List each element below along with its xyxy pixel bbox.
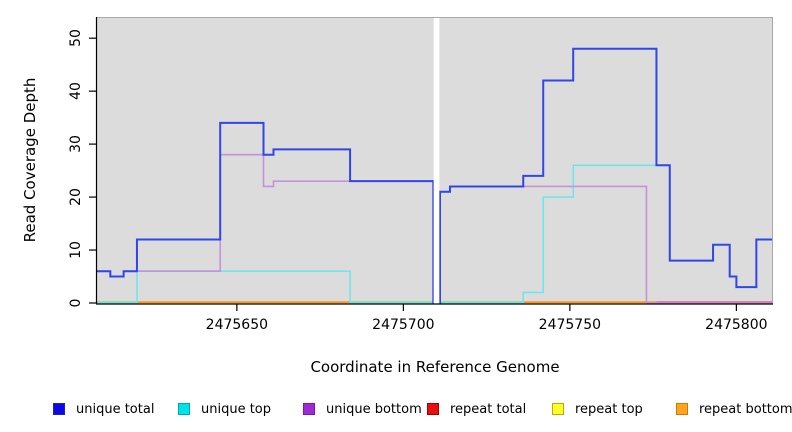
y-tick-label: 50 [68,29,84,48]
legend-swatch-unique-bottom [303,403,315,415]
legend-item: unique bottom [303,397,422,421]
legend-label: repeat bottom [699,401,792,417]
legend-label: unique total [76,401,155,417]
y-tick-label: 30 [68,135,84,154]
y-tick-label: 20 [68,188,84,206]
x-tick-label: 2475650 [205,317,269,333]
series-unique-total [97,47,773,304]
y-axis-title: Read Coverage Depth [21,77,39,243]
y-tick-label: 0 [68,298,84,308]
legend-swatch-repeat-top [552,403,564,415]
legend-item: unique top [178,397,271,421]
x-tick-label: 2475800 [705,317,768,333]
legend-swatch-repeat-bottom [676,403,688,415]
legend-item: unique total [53,397,154,421]
x-axis-title: Coordinate in Reference Genome [310,358,560,376]
legend-label: repeat top [575,401,643,417]
legend-swatch-repeat-total [427,403,439,415]
plot-legend: unique total unique top unique bottom repea… [0,397,792,423]
legend-label: unique top [201,401,272,417]
legend-swatch-unique-total [53,403,65,415]
y-tick-label: 10 [68,241,84,259]
legend-item: repeat total [427,397,526,421]
y-tick-label: 40 [68,82,84,101]
no-data-gap [433,16,440,304]
legend-item: repeat top [552,397,643,421]
legend-swatch-unique-top [178,403,190,415]
x-tick-label: 2475700 [372,317,435,333]
legend-label: repeat total [450,401,527,417]
legend-item: repeat bottom [676,397,792,421]
legend-label: unique bottom [326,401,422,417]
x-tick-label: 2475750 [538,317,602,333]
